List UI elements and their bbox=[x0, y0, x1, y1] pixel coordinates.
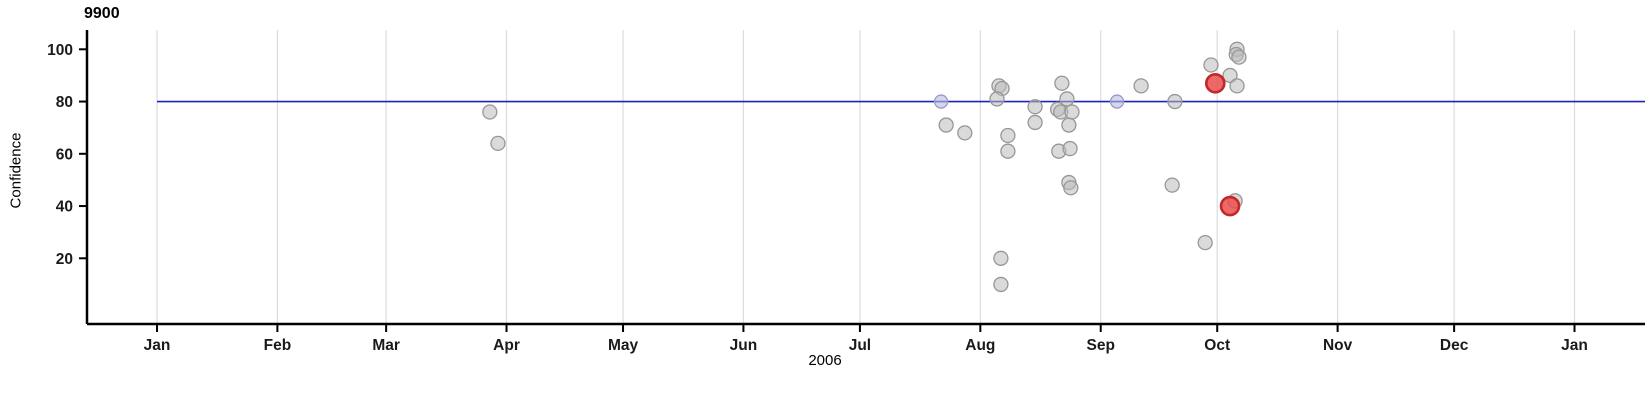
x-tick-label: Jun bbox=[730, 337, 758, 354]
y-axis-title: Confidence bbox=[7, 132, 25, 209]
data-point bbox=[989, 91, 1005, 107]
y-tick-label: 100 bbox=[47, 42, 73, 59]
y-tick-label: 60 bbox=[56, 146, 73, 163]
data-point bbox=[1061, 117, 1077, 133]
highlighted-data-point bbox=[1204, 72, 1226, 94]
data-point bbox=[1133, 78, 1149, 94]
x-tick-label: Jan bbox=[1561, 337, 1588, 354]
data-point bbox=[1203, 57, 1219, 73]
data-point bbox=[1062, 140, 1078, 157]
data-point bbox=[1000, 143, 1016, 159]
data-point bbox=[938, 117, 954, 133]
data-point bbox=[490, 135, 506, 152]
y-tick-label: 20 bbox=[56, 251, 73, 268]
x-tick-label: Aug bbox=[965, 337, 995, 354]
x-tick-label: Mar bbox=[372, 337, 400, 354]
chart-title: 9900 bbox=[84, 5, 120, 22]
data-point bbox=[1231, 49, 1247, 65]
data-point bbox=[993, 276, 1009, 293]
data-point bbox=[1109, 94, 1125, 109]
data-point bbox=[933, 94, 949, 109]
x-tick-label: Oct bbox=[1204, 337, 1230, 354]
data-point bbox=[1027, 99, 1043, 115]
x-tick-label: Jan bbox=[144, 337, 171, 354]
data-point bbox=[482, 104, 498, 120]
data-point bbox=[1054, 75, 1070, 91]
data-point bbox=[1064, 104, 1080, 120]
highlighted-data-point bbox=[1219, 195, 1241, 217]
x-tick-label: Feb bbox=[264, 337, 292, 354]
data-point bbox=[1000, 127, 1016, 144]
x-tick-label: Apr bbox=[493, 337, 520, 354]
data-point bbox=[1063, 180, 1079, 196]
data-point bbox=[1167, 93, 1183, 110]
y-tick-label: 80 bbox=[56, 94, 73, 111]
data-point bbox=[957, 125, 973, 141]
data-point bbox=[1197, 234, 1213, 251]
data-point bbox=[993, 250, 1009, 266]
x-tick-label: Jul bbox=[849, 337, 871, 354]
data-point bbox=[1222, 67, 1238, 84]
y-tick-label: 40 bbox=[56, 199, 73, 216]
data-point bbox=[1027, 114, 1043, 131]
x-axis-title: 2006 bbox=[808, 352, 842, 369]
data-point bbox=[1164, 177, 1180, 193]
x-tick-label: Sep bbox=[1086, 337, 1114, 354]
data-point bbox=[1059, 91, 1075, 107]
data-point bbox=[1229, 78, 1245, 94]
x-tick-label: Nov bbox=[1323, 337, 1353, 354]
x-tick-label: Dec bbox=[1440, 337, 1469, 354]
x-tick-label: May bbox=[608, 337, 639, 354]
